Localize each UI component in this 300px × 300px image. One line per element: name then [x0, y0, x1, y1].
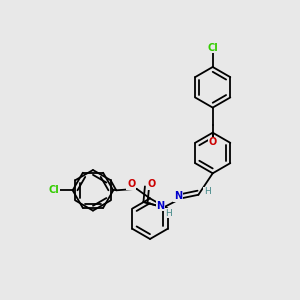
Text: O: O	[127, 179, 135, 189]
Text: H: H	[204, 187, 211, 196]
Text: Cl: Cl	[207, 43, 218, 52]
Text: O: O	[148, 179, 156, 189]
Text: N: N	[174, 191, 182, 201]
Text: N: N	[156, 200, 164, 211]
Text: Cl: Cl	[49, 185, 59, 195]
Text: H: H	[165, 209, 172, 218]
Text: O: O	[208, 137, 217, 147]
